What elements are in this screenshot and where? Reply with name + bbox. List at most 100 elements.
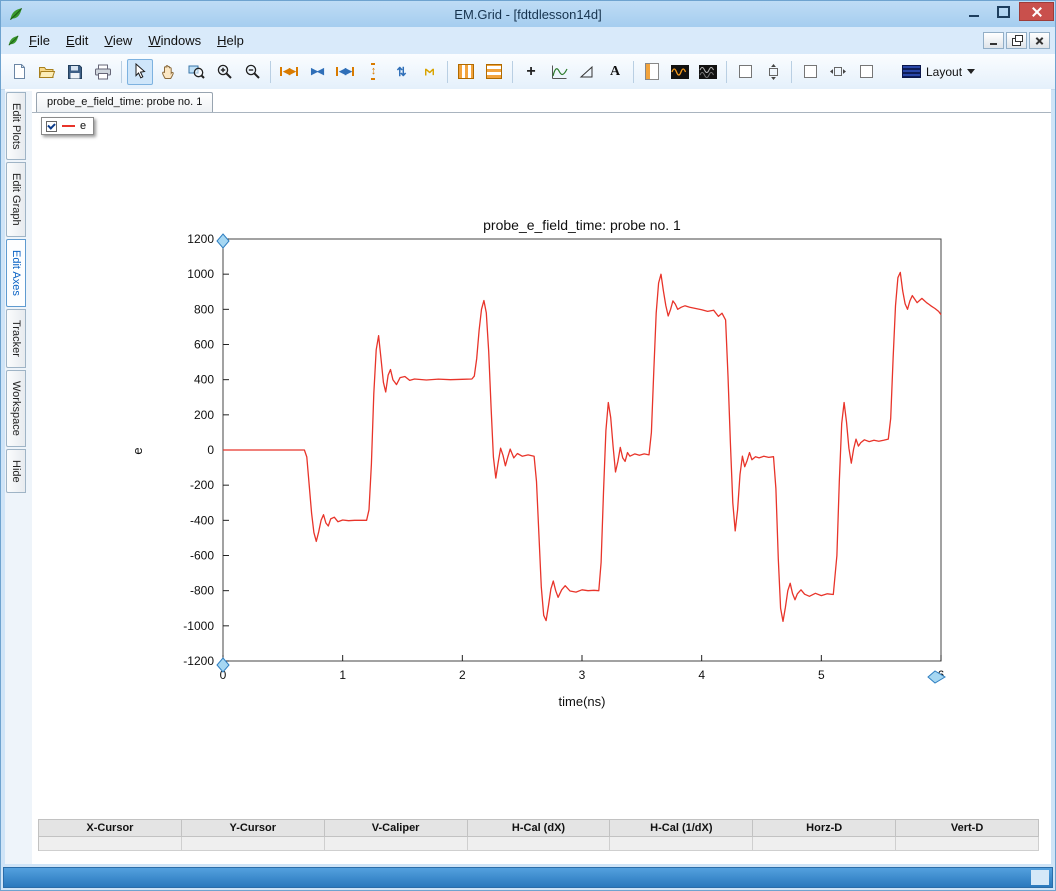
sidebar-tab-tracker[interactable]: Tracker	[6, 308, 26, 368]
layout-button[interactable]: Layout	[896, 62, 981, 82]
zoom-region-icon[interactable]	[183, 59, 209, 85]
expand-width-icon[interactable]: ◀▶	[332, 59, 358, 85]
extra-checkbox-icon[interactable]	[853, 59, 879, 85]
x-tick-label: 1	[339, 668, 346, 682]
maximize-button[interactable]	[989, 2, 1018, 21]
toolbar-separator	[633, 60, 634, 83]
mdi-close-button[interactable]	[1029, 32, 1050, 49]
lock-horizontal-checkbox-icon[interactable]	[797, 59, 823, 85]
compress-height-icon[interactable]: ⇅	[396, 64, 406, 79]
save-icon[interactable]	[62, 59, 88, 85]
cursor-col-value	[39, 837, 182, 851]
axis-handle-right[interactable]	[927, 670, 946, 684]
zoom-out-icon[interactable]	[239, 59, 265, 85]
mdi-close-icon	[1035, 36, 1044, 45]
menu-help[interactable]: Help	[217, 33, 244, 48]
maximize-icon	[997, 5, 1010, 18]
mdi-minimize-button[interactable]	[983, 32, 1004, 49]
y-tick-label: 400	[194, 373, 214, 387]
cursor-col: H-Cal (dX)	[467, 819, 611, 851]
legend-line-swatch	[62, 125, 75, 127]
menu-items: File Edit View Windows Help	[21, 29, 252, 52]
chart-title: probe_e_field_time: probe no. 1	[483, 217, 681, 233]
compress-width-icon[interactable]: ▶◀	[311, 66, 324, 76]
cursor-col-header: X-Cursor	[39, 819, 182, 837]
fit-width-icon[interactable]: ◀▶	[276, 59, 302, 85]
zoom-in-icon[interactable]	[211, 59, 237, 85]
horizontal-bars-icon[interactable]	[481, 59, 507, 85]
sidebar-tab-workspace[interactable]: Workspace	[6, 369, 26, 447]
mdi-restore-button[interactable]	[1006, 32, 1027, 49]
y-tick-label: 0	[207, 443, 214, 457]
lock-vertical-checkbox-icon[interactable]	[732, 59, 758, 85]
toolbar-separator	[726, 60, 727, 83]
cursor-col-value	[181, 837, 325, 851]
y-axis-label: e	[130, 447, 145, 454]
y-tick-label: -600	[190, 549, 214, 563]
statusbar	[3, 867, 1053, 888]
waveform-orange-icon[interactable]	[667, 59, 693, 85]
cursor-col: V-Caliper	[324, 819, 468, 851]
document-logo-icon	[6, 33, 21, 48]
menu-windows[interactable]: Windows	[148, 33, 202, 48]
fit-horizontal-icon[interactable]	[825, 59, 851, 85]
toolbar-buttons: ◀▶ ▶◀ ◀▶ ↕ ⇅ Σ + A	[5, 58, 880, 85]
vertical-bars-icon[interactable]	[453, 59, 479, 85]
y-tick-label: -1200	[183, 654, 214, 668]
cursor-col-header: Y-Cursor	[181, 819, 325, 837]
toolbar: ◀▶ ▶◀ ◀▶ ↕ ⇅ Σ + A Layout	[1, 54, 1055, 90]
cursor-col-header: H-Cal (1/dX)	[610, 819, 754, 837]
mdi-restore-icon	[1012, 34, 1023, 46]
minimize-button[interactable]	[959, 2, 988, 21]
mdi-minimize-icon	[990, 42, 997, 45]
close-button[interactable]	[1019, 2, 1054, 21]
cursor-col-value	[896, 837, 1039, 851]
cursor-col-header: V-Caliper	[324, 819, 468, 837]
sidebar-tab-edit-plots[interactable]: Edit Plots	[6, 92, 26, 161]
cursor-col: H-Cal (1/dX)	[610, 819, 754, 851]
axis-handle-top[interactable]	[216, 233, 230, 249]
open-file-icon[interactable]	[34, 59, 60, 85]
axis-handle-bottom[interactable]	[216, 657, 230, 673]
x-tick-label: 4	[698, 668, 705, 682]
autoscale-icon[interactable]: Σ	[421, 68, 437, 75]
cursor-col: Horz-D	[753, 819, 897, 851]
menu-file[interactable]: File	[29, 33, 50, 48]
legend-checkbox[interactable]	[46, 120, 57, 132]
layout-caret-icon	[967, 69, 976, 74]
menu-view[interactable]: View	[104, 33, 133, 48]
slope-marker-icon[interactable]	[574, 59, 600, 85]
print-icon[interactable]	[90, 59, 116, 85]
legend-box[interactable]: e	[41, 117, 95, 135]
text-label-icon[interactable]: A	[609, 63, 621, 79]
tracker-curve-icon[interactable]	[546, 59, 572, 85]
main-area: Edit Plots Edit Graph Edit Axes Tracker Work…	[5, 89, 1051, 864]
waveform-gray-icon[interactable]	[695, 59, 721, 85]
window-title: EM.Grid - [fdtdlesson14d]	[454, 6, 602, 22]
tab-probe-e-field-time[interactable]: probe_e_field_time: probe no. 1	[36, 92, 214, 112]
pan-hand-icon[interactable]	[155, 59, 181, 85]
cursor-col-value	[753, 837, 897, 851]
toolbar-separator	[121, 60, 122, 83]
fit-height-icon[interactable]: ↕	[360, 59, 386, 85]
sidebar-tab-hide[interactable]: Hide	[6, 448, 26, 494]
page-layout-icon[interactable]	[639, 59, 665, 85]
y-tick-label: -1000	[183, 619, 214, 633]
fit-vertical-icon[interactable]	[760, 59, 786, 85]
sidebar-tab-edit-axes[interactable]: Edit Axes	[6, 239, 26, 307]
resize-grip[interactable]	[1031, 870, 1049, 885]
x-tick-label: 2	[459, 668, 466, 682]
new-file-icon[interactable]	[6, 59, 32, 85]
cursor-col: Vert-D	[896, 819, 1039, 851]
y-tick-label: 1000	[187, 267, 214, 281]
plot-area[interactable]	[222, 238, 942, 662]
menubar: File Edit View Windows Help	[1, 27, 1055, 55]
select-cursor-icon[interactable]	[127, 58, 153, 85]
mdi-window-controls	[983, 32, 1050, 49]
sidebar-tab-edit-graph[interactable]: Edit Graph	[6, 162, 26, 238]
chart-canvas[interactable]: probe_e_field_time: probe no. 1 -1200 -10…	[32, 113, 1053, 773]
signal-trace	[223, 271, 942, 623]
crosshair-icon[interactable]: +	[526, 62, 536, 80]
x-tick-label: 5	[818, 668, 825, 682]
menu-edit[interactable]: Edit	[65, 33, 89, 48]
